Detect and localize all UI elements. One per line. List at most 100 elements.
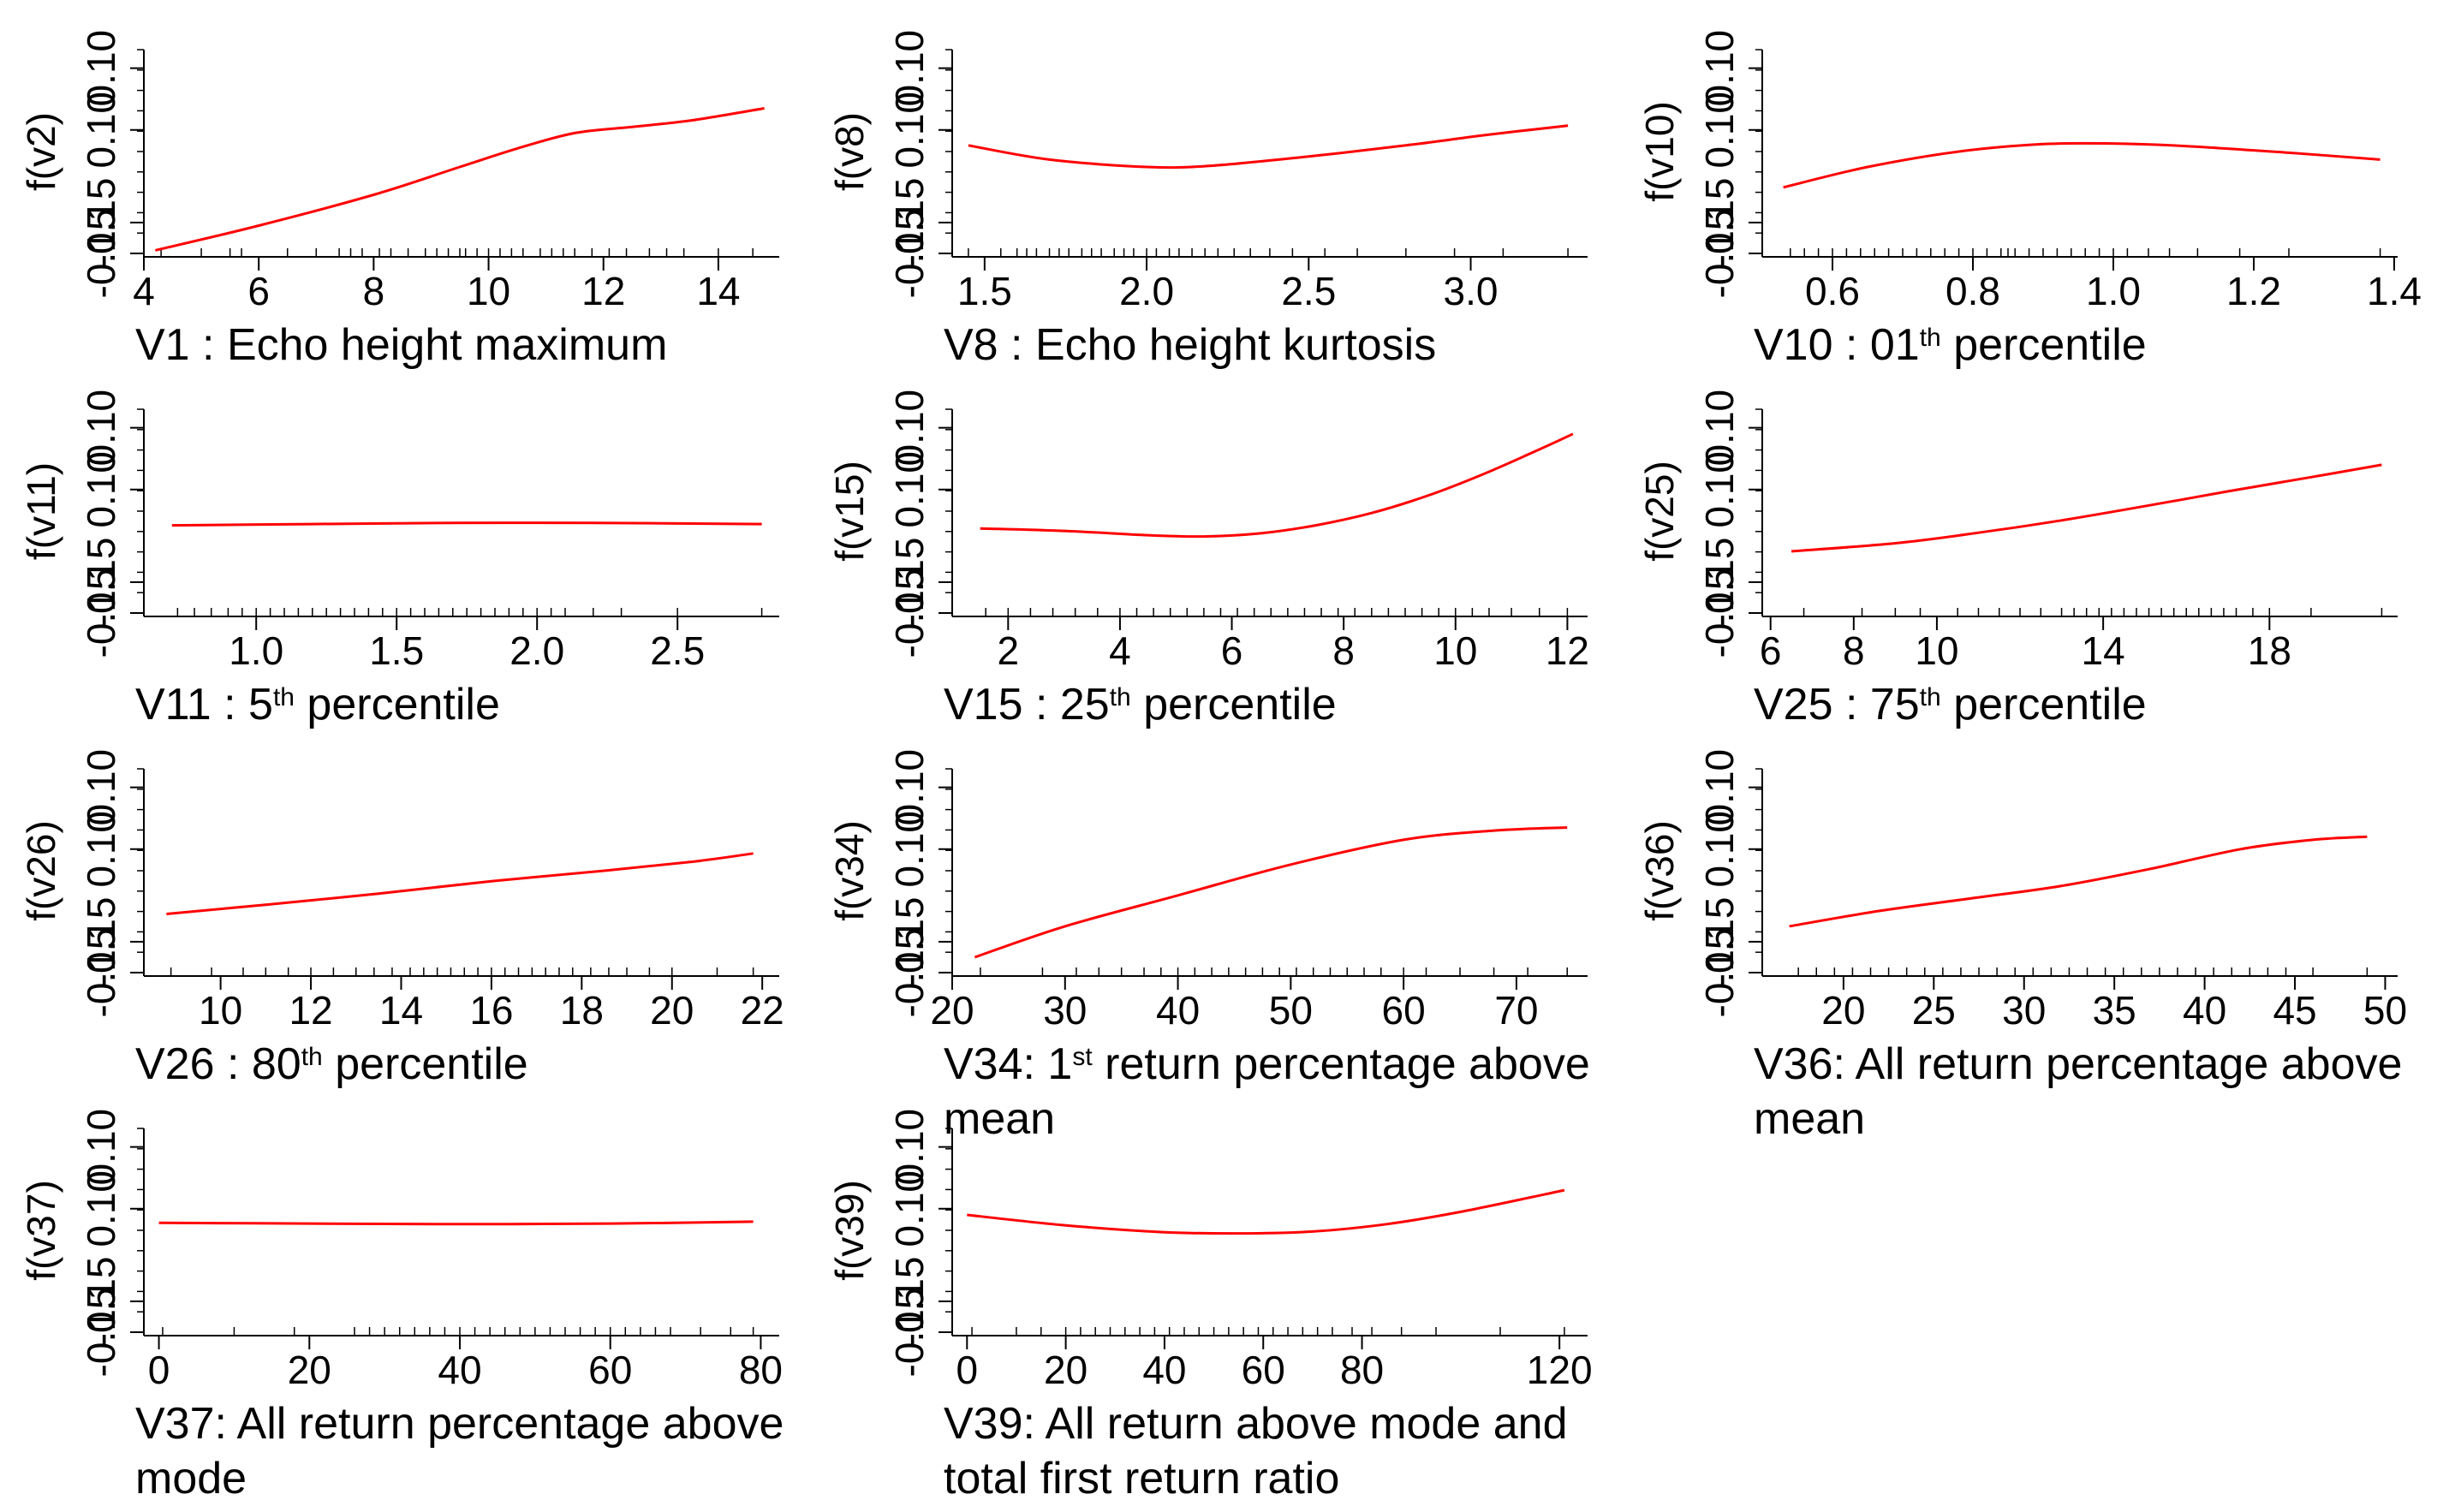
x-tick-label: 60 xyxy=(588,1348,632,1392)
y-tick-label: 0.10 xyxy=(79,92,123,169)
x-tick-label: 1.2 xyxy=(2226,269,2281,313)
x-tick-label: 4 xyxy=(133,269,155,313)
panel-title: V10 : 01th percentile xyxy=(1754,320,2147,370)
y-tick-label: -0.15 xyxy=(1697,178,1742,268)
x-tick-label: 1.4 xyxy=(2367,269,2422,313)
x-tick-label: 12 xyxy=(581,269,625,313)
y-tick-label: -0.15 xyxy=(79,538,123,628)
x-tick-label: 120 xyxy=(1527,1348,1593,1392)
y-tick-label: -0.15 xyxy=(79,178,123,268)
panel-title: mean xyxy=(944,1094,1055,1144)
x-tick-label: 14 xyxy=(379,988,423,1033)
y-tick-label: 0.10 xyxy=(887,390,932,467)
y-axis-label: f(v26) xyxy=(19,820,63,921)
x-tick-label: 25 xyxy=(1912,988,1956,1033)
x-tick-label: 0.6 xyxy=(1805,269,1860,313)
y-tick-label: 0.10 xyxy=(1697,451,1742,528)
y-tick-label: -0.15 xyxy=(887,209,932,299)
x-tick-label: 0 xyxy=(148,1348,170,1392)
y-axis-label: f(v37) xyxy=(19,1180,63,1281)
panel-v2: 0.100.10 -0.15-0.15 f(v2) 4 6 8 10 12 14 V1 : Ech… xyxy=(19,30,779,370)
title-segment: mean xyxy=(1754,1094,1865,1144)
y-tick-label: 0.10 xyxy=(887,451,932,528)
series-line xyxy=(980,432,1574,539)
y-tick-label: 0.10 xyxy=(887,811,932,888)
y-tick-label: 0.10 xyxy=(1697,390,1742,467)
x-tick-label: 2.0 xyxy=(1119,269,1174,313)
x-tick-label: 50 xyxy=(2363,988,2407,1033)
panel-v34: 0.100.10 -0.15-0.15 f(v34) 20 30 40 50 60 70 V34:… xyxy=(827,749,1590,1144)
title-segment: mean xyxy=(944,1094,1055,1144)
title-segment: percentile xyxy=(295,680,500,729)
y-tick-label: 0.10 xyxy=(1697,92,1742,169)
series-line xyxy=(1783,141,2380,189)
y-tick-label: 0.10 xyxy=(79,390,123,467)
x-tick-label: 18 xyxy=(560,988,604,1033)
title-segment: V26 : 80 xyxy=(135,1039,301,1089)
x-tick-label: 12 xyxy=(289,988,332,1033)
series-line xyxy=(974,826,1568,959)
panel-title: mean xyxy=(1754,1094,1865,1144)
y-tick-label: -0.15 xyxy=(887,568,932,658)
y-tick-label: 0.10 xyxy=(79,1170,123,1247)
y-tick-label: -0.15 xyxy=(79,1257,123,1347)
title-segment: mode xyxy=(135,1454,247,1503)
x-tick-label: 10 xyxy=(467,269,510,313)
y-tick-label: -0.15 xyxy=(887,538,932,628)
y-tick-label: -0.15 xyxy=(1697,209,1742,299)
y-tick-label: 0.10 xyxy=(1697,811,1742,888)
y-tick-label: 0.10 xyxy=(887,30,932,107)
title-segment: V37: All return percentage above xyxy=(135,1399,784,1449)
y-tick-label: -0.15 xyxy=(887,178,932,268)
title-segment: st xyxy=(1072,1043,1093,1071)
x-tick-label: 70 xyxy=(1494,988,1538,1033)
y-tick-label: 0.10 xyxy=(887,92,932,169)
x-tick-label: 0 xyxy=(956,1348,979,1392)
y-axis-label: f(v15) xyxy=(827,461,872,562)
panel-v26: 0.100.10 -0.15-0.15 f(v26) 10 12 14 16 18 20 22 V2… xyxy=(19,749,784,1089)
panel-title: V39: All return above mode and xyxy=(944,1399,1567,1449)
y-axis-label: f(v36) xyxy=(1637,820,1682,921)
y-tick-label: -0.15 xyxy=(79,568,123,658)
title-segment: total first return ratio xyxy=(944,1454,1339,1503)
x-tick-label: 2.0 xyxy=(509,628,564,673)
y-tick-label: 0.10 xyxy=(79,811,123,888)
x-tick-label: 20 xyxy=(930,988,974,1033)
panel-title: V36: All return percentage above xyxy=(1754,1039,2402,1089)
x-tick-label: 12 xyxy=(1546,628,1589,673)
x-tick-label: 50 xyxy=(1269,988,1313,1033)
x-tick-label: 10 xyxy=(1915,628,1958,673)
panel-title: V8 : Echo height kurtosis xyxy=(944,320,1436,370)
x-tick-label: 10 xyxy=(1433,628,1477,673)
x-tick-label: 3.0 xyxy=(1444,269,1499,313)
x-tick-label: 8 xyxy=(1332,628,1355,673)
x-tick-label: 1.5 xyxy=(369,628,424,673)
x-tick-label: 80 xyxy=(739,1348,783,1392)
x-tick-label: 20 xyxy=(1044,1348,1087,1392)
y-axis-label: f(v10) xyxy=(1637,101,1682,202)
panel-v36: 0.100.10 -0.15-0.15 f(v36) 20 25 30 35 40 45 50 V3… xyxy=(1637,749,2407,1144)
x-tick-label: 20 xyxy=(650,988,694,1033)
title-segment: return percentage above xyxy=(1093,1039,1590,1089)
x-tick-label: 2 xyxy=(998,628,1020,673)
x-tick-label: 40 xyxy=(2183,988,2226,1033)
x-tick-label: 18 xyxy=(2248,628,2291,673)
x-tick-label: 30 xyxy=(1043,988,1087,1033)
x-tick-label: 60 xyxy=(1242,1348,1285,1392)
title-segment: percentile xyxy=(323,1039,528,1089)
x-tick-label: 6 xyxy=(1760,628,1782,673)
y-tick-label: 0.10 xyxy=(79,1109,123,1186)
y-tick-label: -0.15 xyxy=(1697,538,1742,628)
y-tick-label: -0.15 xyxy=(79,1288,123,1378)
x-tick-label: 1.5 xyxy=(957,269,1012,313)
x-tick-label: 20 xyxy=(1821,988,1865,1033)
x-tick-label: 2.5 xyxy=(1281,269,1336,313)
title-segment: th xyxy=(1920,683,1941,711)
series-line xyxy=(155,107,765,252)
x-tick-label: 22 xyxy=(741,988,784,1033)
title-segment: percentile xyxy=(1941,680,2147,729)
title-segment: V1 : Echo height maximum xyxy=(135,320,667,370)
series-line xyxy=(166,852,754,915)
panel-v37: 0.100.10 -0.15-0.15 f(v37) 0 20 40 60 80 V37: Al… xyxy=(19,1109,784,1503)
title-segment: percentile xyxy=(1941,320,2147,370)
